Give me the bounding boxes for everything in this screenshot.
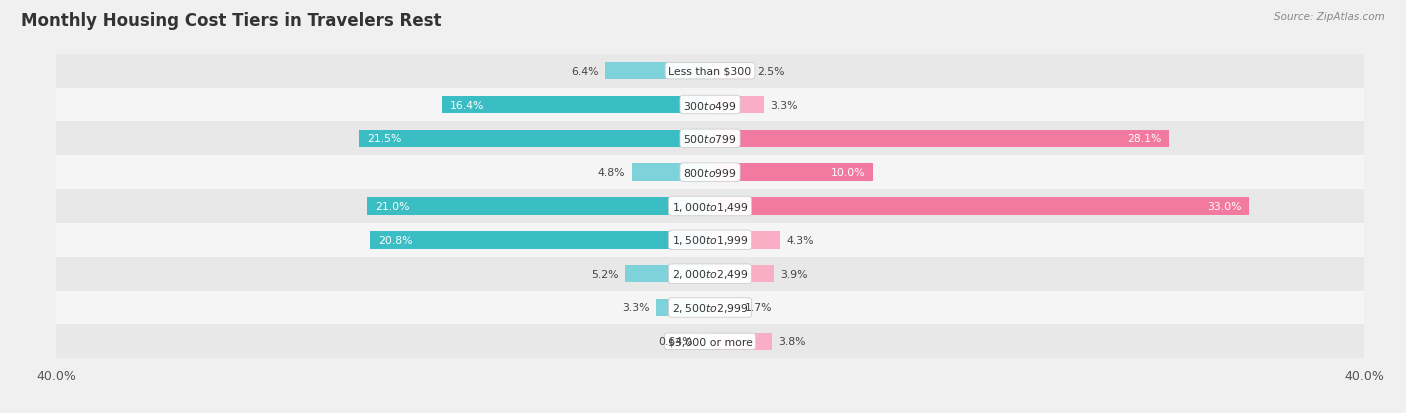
- Text: $1,500 to $1,999: $1,500 to $1,999: [672, 234, 748, 247]
- Text: Source: ZipAtlas.com: Source: ZipAtlas.com: [1274, 12, 1385, 22]
- Bar: [710, 265, 773, 283]
- Bar: [710, 63, 751, 80]
- Bar: [700, 333, 710, 350]
- Bar: [441, 97, 710, 114]
- Bar: [626, 265, 710, 283]
- Bar: [710, 333, 772, 350]
- Text: 16.4%: 16.4%: [450, 100, 485, 110]
- Text: 3.3%: 3.3%: [621, 303, 650, 313]
- Text: 4.3%: 4.3%: [787, 235, 814, 245]
- Text: 5.2%: 5.2%: [591, 269, 619, 279]
- Bar: [56, 190, 1364, 223]
- Bar: [56, 88, 1364, 122]
- Text: $1,000 to $1,499: $1,000 to $1,499: [672, 200, 748, 213]
- Text: $800 to $999: $800 to $999: [683, 167, 737, 179]
- Bar: [56, 156, 1364, 190]
- Text: 3.3%: 3.3%: [770, 100, 799, 110]
- Text: 4.8%: 4.8%: [598, 168, 626, 178]
- Bar: [56, 122, 1364, 156]
- Text: 3.9%: 3.9%: [780, 269, 808, 279]
- Text: $2,500 to $2,999: $2,500 to $2,999: [672, 301, 748, 314]
- Text: $3,000 or more: $3,000 or more: [668, 337, 752, 347]
- Bar: [56, 55, 1364, 88]
- Bar: [367, 198, 710, 215]
- Text: Monthly Housing Cost Tiers in Travelers Rest: Monthly Housing Cost Tiers in Travelers …: [21, 12, 441, 30]
- Bar: [631, 164, 710, 182]
- Bar: [56, 291, 1364, 325]
- Text: 10.0%: 10.0%: [831, 168, 865, 178]
- Bar: [710, 130, 1170, 148]
- Text: 28.1%: 28.1%: [1126, 134, 1161, 144]
- Bar: [370, 231, 710, 249]
- Bar: [710, 198, 1250, 215]
- Text: $2,000 to $2,499: $2,000 to $2,499: [672, 268, 748, 280]
- Text: $500 to $799: $500 to $799: [683, 133, 737, 145]
- Bar: [710, 164, 873, 182]
- Bar: [657, 299, 710, 316]
- Text: $300 to $499: $300 to $499: [683, 99, 737, 111]
- Bar: [710, 97, 763, 114]
- Text: 3.8%: 3.8%: [779, 337, 806, 347]
- Bar: [56, 223, 1364, 257]
- Text: 20.8%: 20.8%: [378, 235, 413, 245]
- Bar: [56, 325, 1364, 358]
- Bar: [606, 63, 710, 80]
- Bar: [710, 299, 738, 316]
- Bar: [710, 231, 780, 249]
- Text: 1.7%: 1.7%: [744, 303, 772, 313]
- Text: 33.0%: 33.0%: [1206, 202, 1241, 211]
- Bar: [359, 130, 710, 148]
- Bar: [56, 257, 1364, 291]
- Text: 2.5%: 2.5%: [758, 66, 785, 76]
- Text: Less than $300: Less than $300: [668, 66, 752, 76]
- Text: 0.64%: 0.64%: [658, 337, 693, 347]
- Text: 21.0%: 21.0%: [375, 202, 409, 211]
- Text: 21.5%: 21.5%: [367, 134, 401, 144]
- Text: 6.4%: 6.4%: [571, 66, 599, 76]
